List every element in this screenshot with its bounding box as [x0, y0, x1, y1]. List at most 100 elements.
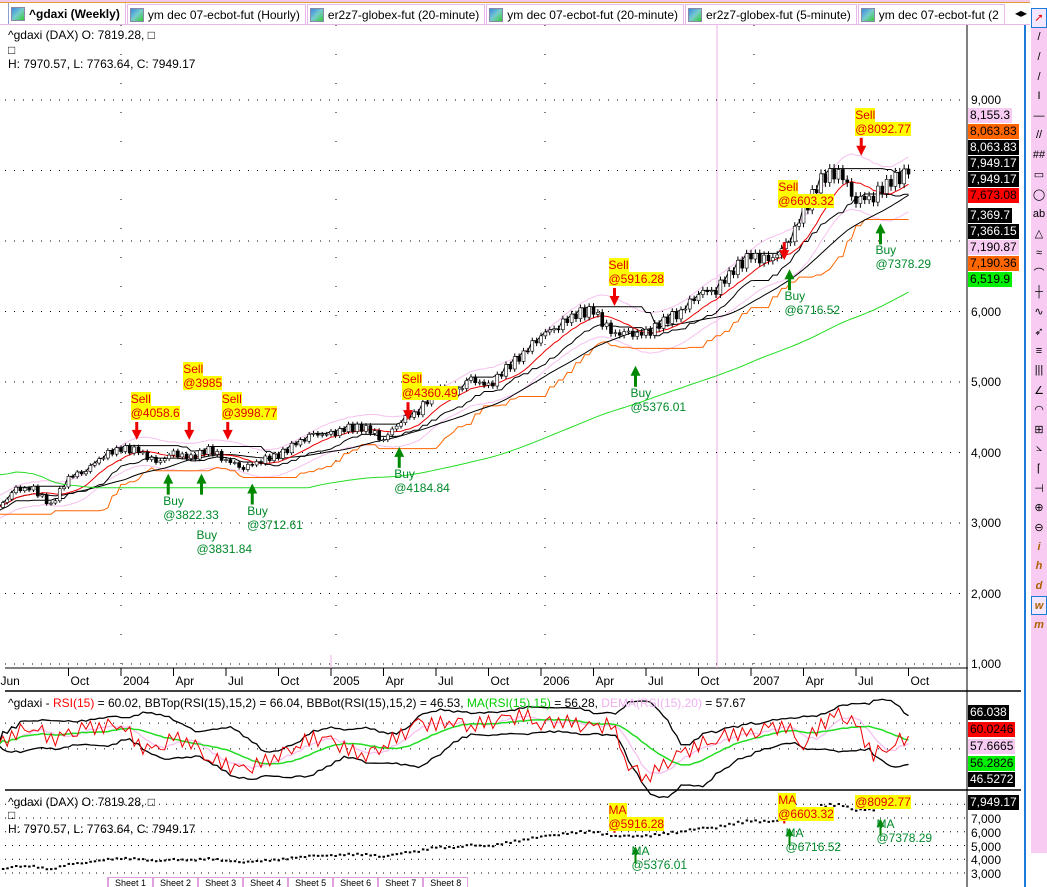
drawing-toolbar: ➚ / / / I —//## ▭ ◯ ab △ ≈ ⌒ ┼ ∿ ➶ ≡ ||| ∠ ◠ ⊞ ⦣ ⌈ ⊣ ⊕ ⊖ i h d w m — [1031, 8, 1047, 853]
sheet-tab[interactable]: Sheet 7 — [378, 877, 424, 887]
lower-price-bar — [824, 805, 827, 808]
chart-tab-icon — [489, 7, 504, 22]
lower-price-bar — [540, 835, 543, 838]
candle — [106, 450, 110, 459]
interval-h-tool-icon[interactable]: h — [1035, 560, 1043, 573]
candle — [469, 376, 473, 381]
rsi-header: ^gdaxi - RSI(15) = 60.02, BBTop(RSI(15),… — [8, 696, 746, 710]
parallel-lines-tool-icon[interactable]: // — [1035, 129, 1043, 142]
gann-square-tool-icon[interactable]: ⊞ — [1034, 423, 1044, 436]
candle — [893, 172, 898, 187]
signal-word: Buy — [630, 385, 652, 400]
sell-signal-label: Sell @3998.77 — [221, 391, 278, 420]
sheet-tab[interactable]: Sheet 2 — [153, 877, 199, 887]
chart-tab[interactable]: ym dec 07-ecbot-fut (Hourly) — [126, 4, 306, 24]
ellipse-tool-icon[interactable]: ◯ — [1032, 188, 1046, 201]
chart-tab[interactable]: ym dec 07-ecbot-fut (2 — [857, 4, 1005, 24]
line-tool-icon[interactable]: / — [1037, 31, 1041, 44]
lower-price-bar — [194, 859, 197, 862]
red-ma — [0, 180, 909, 508]
select-arrow-tool-icon[interactable]: ➚ — [1031, 8, 1047, 28]
sheet-tab[interactable]: Sheet 3 — [198, 877, 244, 887]
zigzag-tool-icon[interactable]: ≈ — [1035, 246, 1043, 259]
candle — [211, 446, 215, 455]
candle — [897, 172, 902, 185]
sheet-tab[interactable]: Sheet 6 — [333, 877, 379, 887]
ray-tool-icon[interactable]: / — [1037, 50, 1041, 63]
interval-m-tool-icon[interactable]: m — [1034, 619, 1044, 632]
vertical-line-tool-icon[interactable]: I — [1037, 90, 1041, 103]
lower-price-bar — [10, 866, 14, 869]
lower-price-tick: 5,000 — [971, 839, 1002, 854]
fib-arcs-tool-icon[interactable]: ◠ — [1034, 404, 1044, 417]
rsi-header-part: DEMA(RSI(15),20) — [601, 696, 702, 710]
rectangle-tool-icon[interactable]: ▭ — [1033, 169, 1045, 182]
sheet-tab[interactable]: Sheet 8 — [423, 877, 469, 887]
interval-i-tool-icon[interactable]: i — [1037, 540, 1041, 553]
lower-buy-arrow-icon — [631, 846, 640, 855]
gann-fan-tool-icon[interactable]: ⦣ — [1035, 442, 1043, 455]
price-label: 6,519.9 — [968, 272, 1013, 287]
zoom-out-tool-icon[interactable]: ⊖ — [1034, 521, 1044, 534]
sheet-tab[interactable]: Sheet 4 — [243, 877, 289, 887]
candle — [267, 455, 272, 461]
lower-price-tick: 7,000 — [971, 812, 1002, 826]
fibonacci-tool-icon[interactable]: ≡ — [1035, 344, 1043, 357]
candle — [53, 500, 58, 504]
candle — [1, 502, 5, 508]
lower-price-bar — [771, 820, 775, 823]
lower-price-bar — [286, 858, 289, 861]
polyline-tool-icon[interactable]: ∿ — [1034, 306, 1044, 319]
arrow-tool-icon[interactable]: ➶ — [1034, 325, 1044, 338]
sheet-tab[interactable]: Sheet 1 — [108, 877, 154, 887]
candle — [539, 335, 543, 344]
lower-price-bar — [1, 868, 5, 871]
triangle-tool-icon[interactable]: △ — [1034, 227, 1044, 240]
chart-tab[interactable]: ^gdaxi (Weekly) — [8, 3, 126, 24]
andrews-pitchfork-tool-icon[interactable]: ⊣ — [1034, 482, 1044, 495]
channel-tool-icon[interactable]: ## — [1032, 148, 1046, 161]
lower-buy-arrow-icon — [634, 853, 637, 864]
lower-price-bar — [487, 844, 490, 847]
price-label: 7,369.7 — [968, 208, 1013, 223]
lower-price-bar — [50, 868, 53, 871]
interval-w-tool-icon[interactable]: w — [1031, 595, 1047, 616]
sheet-nav-buttons[interactable] — [0, 877, 108, 887]
tab-prev-icon[interactable]: ◂ — [1014, 6, 1021, 20]
sell-signal-label: Sell @5916.28 — [608, 257, 665, 286]
zoom-in-tool-icon[interactable]: ⊕ — [1034, 502, 1044, 515]
candle — [547, 329, 552, 333]
tab-scroll-arrows[interactable]: ◂▸ — [1015, 6, 1027, 20]
retracement-tool-icon[interactable]: ⌈ — [1036, 462, 1042, 475]
candle — [477, 381, 482, 384]
chart-tab[interactable]: er2z7-globex-fut (20-minute) — [306, 4, 486, 24]
sheet-tab[interactable]: Sheet 5 — [288, 877, 334, 887]
interval-d-tool-icon[interactable]: d — [1035, 580, 1043, 593]
sell-arrow-icon — [859, 137, 863, 147]
tab-next-icon[interactable]: ▸ — [1020, 6, 1027, 20]
lower-price-bar — [176, 859, 180, 862]
lower-price-bar — [710, 826, 714, 829]
candle — [337, 428, 342, 436]
x-axis-label: 2007 — [753, 674, 780, 688]
lower-sell-label: MA @6603.32 — [778, 793, 834, 822]
text-tool-icon[interactable]: ab — [1032, 207, 1046, 220]
rsi-value-label: 46.5272 — [968, 772, 1016, 787]
arc-tool-icon[interactable]: ⌒ — [1033, 267, 1045, 280]
buy-signal-label: Buy @3822.33 — [163, 494, 219, 522]
lower-price-bar — [111, 858, 114, 861]
candle — [97, 458, 101, 464]
orange-channel — [0, 218, 909, 515]
fib-timezones-tool-icon[interactable]: ||| — [1034, 364, 1044, 377]
chart-tab[interactable]: er2z7-globex-fut (5-minute) — [685, 4, 857, 24]
candle — [307, 433, 311, 442]
price-label: 8,063.83 — [968, 140, 1019, 155]
cycles-tool-icon[interactable]: ┼ — [1035, 286, 1043, 299]
horizontal-line-tool-icon[interactable]: — — [1033, 109, 1045, 122]
extended-line-tool-icon[interactable]: / — [1037, 70, 1041, 83]
candle — [687, 298, 692, 310]
signal-price: @6716.52 — [785, 839, 842, 854]
lower-price-bar — [281, 857, 285, 860]
chart-tab[interactable]: ym dec 07-ecbot-fut (20-minute) — [486, 4, 685, 24]
fan-tool-icon[interactable]: ∠ — [1034, 384, 1044, 397]
